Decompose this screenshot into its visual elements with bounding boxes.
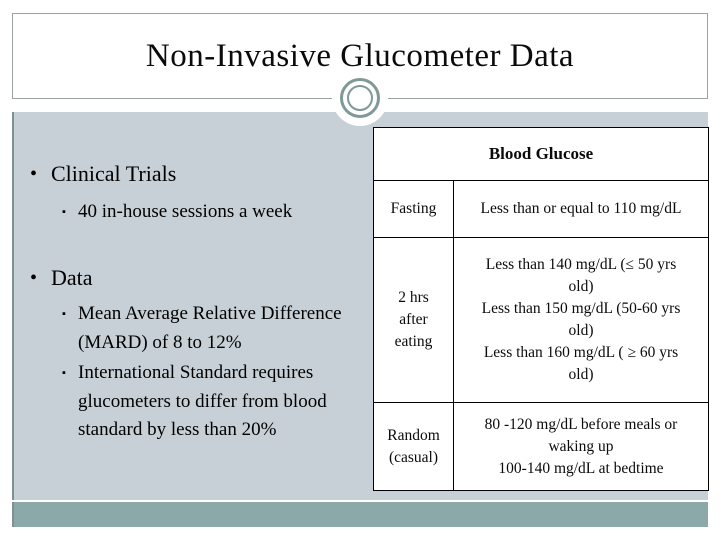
row-label-cell: Random (casual) [373,402,454,491]
table-row: 2 hrs after eating Less than 140 mg/dL (… [373,237,709,403]
page-title: Non-Invasive Glucometer Data [145,37,575,74]
blood-glucose-table: Blood Glucose Fasting Less than or equal… [373,127,709,491]
list-item-text: 40 in-house sessions a week [78,201,293,222]
bottom-band [12,502,708,527]
list-item-international-standard: ▪ International Standard requires glucom… [62,359,382,445]
list-item-text: Mean Average Relative Difference (MARD) … [78,303,342,353]
row-value-cell: Less than 140 mg/dL (≤ 50 yrs old) Less … [453,237,709,403]
list-item-data: • Data [30,264,93,292]
bullet-dot-icon: • [30,267,38,289]
row-label-cell: 2 hrs after eating [373,237,454,403]
list-item-clinical-trials: • Clinical Trials [30,160,176,188]
bullet-square-icon: ▪ [62,308,66,320]
list-item-text: Data [51,265,93,290]
circle-ornament-icon [340,78,380,118]
table-header-row: Blood Glucose [373,127,709,181]
table-row: Fasting Less than or equal to 110 mg/dL [373,180,709,238]
bullet-dot-icon: • [30,163,38,185]
row-value-cell: Less than or equal to 110 mg/dL [453,180,709,238]
table-header: Blood Glucose [373,127,709,181]
list-item-sessions: ▪ 40 in-house sessions a week [62,198,292,227]
row-label-cell: Fasting [373,180,454,238]
circle-ornament-inner-ring [347,85,373,111]
bullet-square-icon: ▪ [62,206,66,218]
row-value-cell: 80 -120 mg/dL before meals or waking up … [453,402,709,491]
list-item-text: Clinical Trials [51,161,177,186]
list-item-mard: ▪ Mean Average Relative Difference (MARD… [62,300,382,357]
list-item-text: International Standard requires glucomet… [78,362,327,440]
bullet-square-icon: ▪ [62,367,66,379]
table-row: Random (casual) 80 -120 mg/dL before mea… [373,402,709,491]
